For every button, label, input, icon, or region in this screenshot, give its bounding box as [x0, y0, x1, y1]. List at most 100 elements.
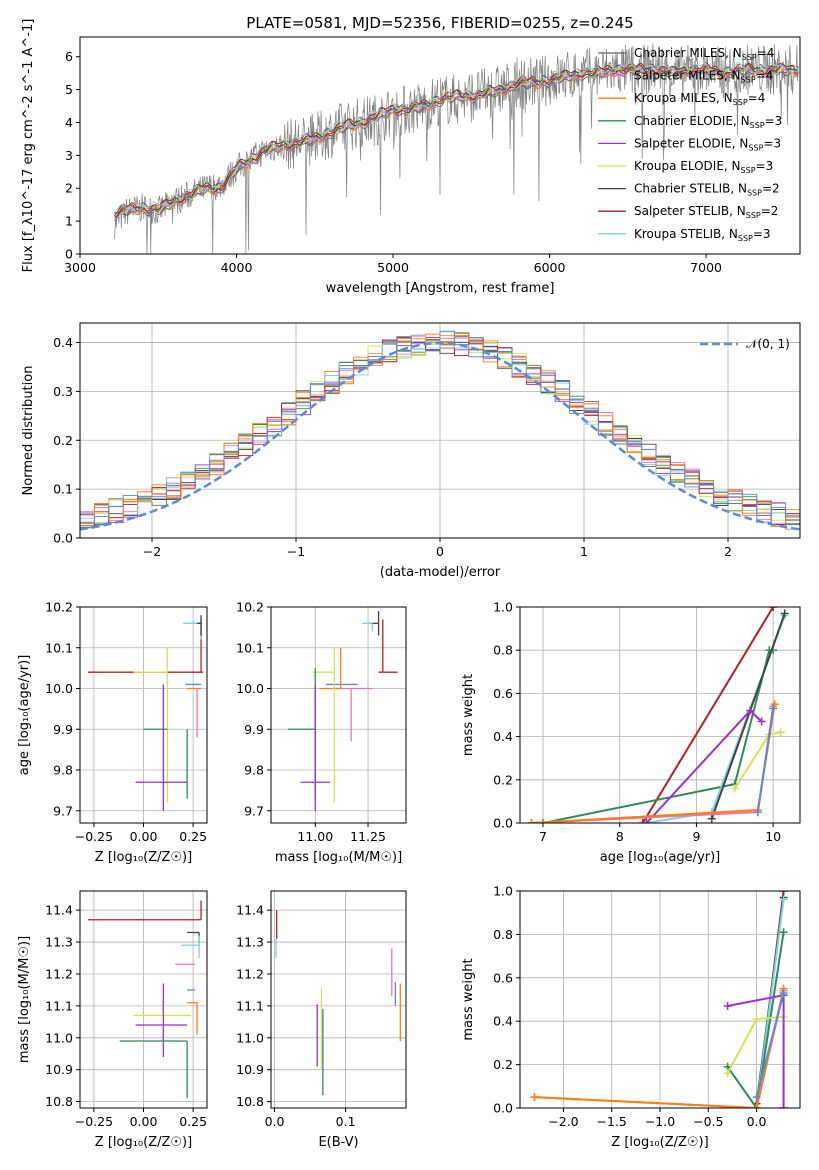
x-tick-label: 5000 — [377, 260, 409, 275]
y-axis-label: Flux [f_λ10^-17 erg cm^-2 s^-1 A^-1] — [21, 19, 36, 273]
histogram-group — [80, 330, 800, 534]
mass-weight-line — [646, 615, 786, 823]
y-tick-label: 9.8 — [244, 763, 264, 778]
legend-entry-name: Kroupa STELIB, N — [634, 227, 738, 241]
y-tick-label: 0.0 — [493, 1101, 513, 1116]
y-tick-label: 1 — [65, 214, 73, 229]
y-tick-label: 0.6 — [493, 686, 513, 701]
y-axis-label: age [log₁₀(age/yr)] — [17, 655, 32, 776]
spectrum-lines — [114, 43, 799, 254]
age-vs-mass-panel: 11.00 11.25 9.7 9.8 9.9 10.0 10.1 10.2 mass [log… — [236, 600, 407, 865]
model-spectrum-line — [114, 61, 799, 213]
x-axis-label: (data-model)/error — [380, 565, 501, 580]
x-tick-label: 10 — [765, 829, 781, 844]
y-axis-label: mass weight — [461, 958, 476, 1040]
x-tick-label: 8 — [616, 829, 624, 844]
y-tick-label: 2 — [65, 181, 73, 196]
y-tick-label: 0.3 — [53, 384, 73, 399]
legend-entry-name: Chabrier MILES, N — [634, 46, 742, 60]
y-tick-label: 0.1 — [53, 482, 73, 497]
legend-entry-subscript: SSP — [733, 98, 748, 107]
x-tick-label: −1.0 — [645, 1114, 675, 1129]
y-tick-label: 9.7 — [244, 803, 264, 818]
x-axis-label: mass [log₁₀(M/M☉)] — [275, 850, 402, 865]
legend-entry-subscript: SSP — [750, 121, 765, 130]
mass-weight-line — [641, 607, 775, 823]
x-tick-label: 6000 — [534, 260, 566, 275]
legend-entry: Chabrier STELIB, NSSP=2 — [634, 182, 780, 198]
legend-entry-subscript: SSP — [738, 234, 753, 243]
plot-frame — [79, 606, 208, 824]
plot-frame — [79, 322, 801, 539]
legend-entry-name: Salpeter STELIB, N — [634, 204, 746, 218]
y-tick-label: 11.3 — [236, 935, 264, 950]
y-tick-label: 10.0 — [236, 681, 264, 696]
x-tick-label: −0.25 — [75, 1114, 113, 1129]
y-tick-label: 1.0 — [493, 600, 513, 615]
y-tick-label: 0 — [65, 247, 73, 262]
y-tick-label: 9.8 — [53, 763, 73, 778]
legend-entry-name: Salpeter ELODIE, N — [634, 136, 748, 150]
errorbar-group — [87, 900, 202, 1099]
y-tick-label: 3 — [65, 148, 73, 163]
y-tick-label: 0.8 — [493, 643, 513, 658]
y-tick-label: 11.0 — [45, 1030, 73, 1045]
y-tick-label: 10.2 — [236, 600, 264, 615]
errorbar-group — [275, 910, 401, 1096]
plot-frame — [79, 890, 208, 1109]
mass-weight-line — [756, 708, 775, 813]
legend-entry-name: Salpeter MILES, N — [634, 69, 741, 83]
y-tick-label: 1.0 — [493, 884, 513, 899]
legend-entry-count: =3 — [765, 114, 783, 128]
x-tick-label: 0.00 — [130, 1114, 158, 1129]
x-tick-label: 3000 — [64, 260, 96, 275]
legend-entry-name: Kroupa MILES, N — [634, 91, 733, 105]
legend-entry-count: =2 — [762, 182, 780, 196]
x-tick-label: −0.5 — [693, 1114, 723, 1129]
legend-entry: Kroupa MILES, NSSP=4 — [634, 91, 765, 107]
x-axis-label: age [log₁₀(age/yr)] — [600, 850, 721, 865]
data-spectrum-line — [114, 43, 799, 254]
legend-entry-name: Kroupa ELODIE, N — [634, 159, 741, 173]
mass-weight-line — [726, 932, 785, 1108]
massweight-vs-age-panel: 7 8 9 10 0.0 0.2 0.4 0.6 0.8 1.0 age [log₁₀(age/yr… — [461, 600, 801, 865]
y-tick-label: 0.0 — [493, 816, 513, 831]
x-tick-label: 0.25 — [179, 1114, 207, 1129]
legend-entry-count: =2 — [761, 204, 779, 218]
gaussian-reference-curve — [80, 341, 800, 531]
legend-entry-subscript: SSP — [741, 166, 756, 175]
x-tick-label: 0.00 — [130, 829, 158, 844]
mass-vs-metallicity-panel: −0.25 0.00 0.25 10.8 10.9 11.0 11.1 11.2 11.3 11.… — [17, 890, 208, 1150]
legend-entry-count: =3 — [753, 227, 771, 241]
legend-entry: 𝒩(0, 1) — [746, 337, 790, 351]
mass-weight-line — [534, 988, 785, 1108]
y-tick-label: 0.4 — [493, 729, 513, 744]
x-tick-label: 11.25 — [350, 829, 386, 844]
y-axis-label: mass [log₁₀(M/M☉)] — [17, 936, 32, 1063]
errorbar-group — [87, 615, 204, 811]
legend-entry-subscript: SSP — [741, 76, 756, 85]
y-tick-label: 0.4 — [53, 335, 73, 350]
x-tick-label: −2.0 — [548, 1114, 578, 1129]
y-tick-label: 11.0 — [236, 1030, 264, 1045]
x-tick-label: 7000 — [690, 260, 722, 275]
x-tick-label: 0.0 — [265, 1114, 285, 1129]
plot-frame — [270, 606, 407, 824]
x-tick-label: −2 — [143, 544, 161, 559]
x-tick-label: −0.25 — [75, 829, 113, 844]
y-tick-label: 9.9 — [53, 722, 73, 737]
x-tick-label: 7 — [539, 829, 547, 844]
legend-entry: Salpeter ELODIE, NSSP=3 — [634, 136, 781, 152]
legend-entry-count: =4 — [756, 69, 774, 83]
y-tick-label: 10.1 — [45, 640, 73, 655]
lines-group — [527, 607, 789, 823]
y-tick-label: 0.4 — [493, 1014, 513, 1029]
y-tick-label: 11.1 — [45, 998, 73, 1013]
y-tick-label: 0.2 — [493, 772, 513, 787]
residual-histogram-step — [80, 330, 800, 534]
x-tick-label: −1.5 — [597, 1114, 627, 1129]
legend-entry-name: Chabrier ELODIE, N — [634, 114, 750, 128]
mass-weight-line — [534, 990, 785, 1108]
plot-frame — [519, 606, 801, 824]
